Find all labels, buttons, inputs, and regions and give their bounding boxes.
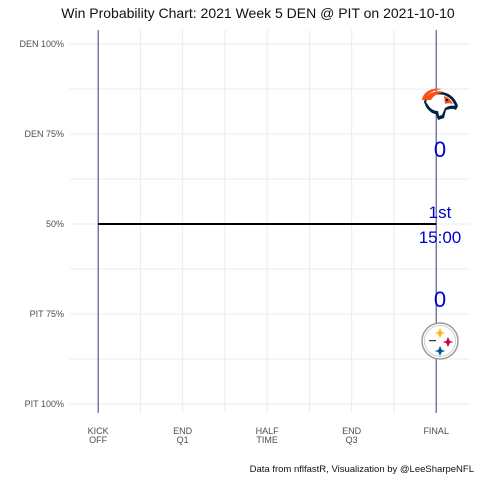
home-score: 0	[434, 287, 446, 312]
game-clock: 15:00	[419, 228, 462, 247]
chart-title: Win Probability Chart: 2021 Week 5 DEN @…	[61, 5, 455, 21]
y-tick-label: PIT 75%	[30, 309, 64, 319]
x-tick-label: KICK OFF	[88, 426, 109, 445]
steelers-logo-icon	[421, 322, 459, 360]
x-tick-label: FINAL	[423, 426, 449, 436]
broncos-logo-icon	[422, 88, 458, 120]
y-tick-label: DEN 100%	[19, 39, 64, 49]
y-tick-label: DEN 75%	[24, 129, 64, 139]
x-axis: KICK OFF END Q1 HALF TIME END Q3 FINAL	[88, 426, 449, 445]
away-score: 0	[434, 137, 446, 162]
chart-caption: Data from nflfastR, Visualization by @Le…	[250, 464, 474, 475]
grid-lines	[70, 30, 470, 413]
x-tick-label: HALF TIME	[256, 426, 280, 445]
y-tick-label: PIT 100%	[25, 399, 64, 409]
quarter-label: 1st	[429, 203, 452, 222]
x-tick-label: END Q3	[342, 426, 362, 445]
y-axis: DEN 100% DEN 75% 50% PIT 75% PIT 100%	[19, 39, 64, 409]
x-tick-label: END Q1	[173, 426, 193, 445]
y-tick-label: 50%	[46, 219, 64, 229]
